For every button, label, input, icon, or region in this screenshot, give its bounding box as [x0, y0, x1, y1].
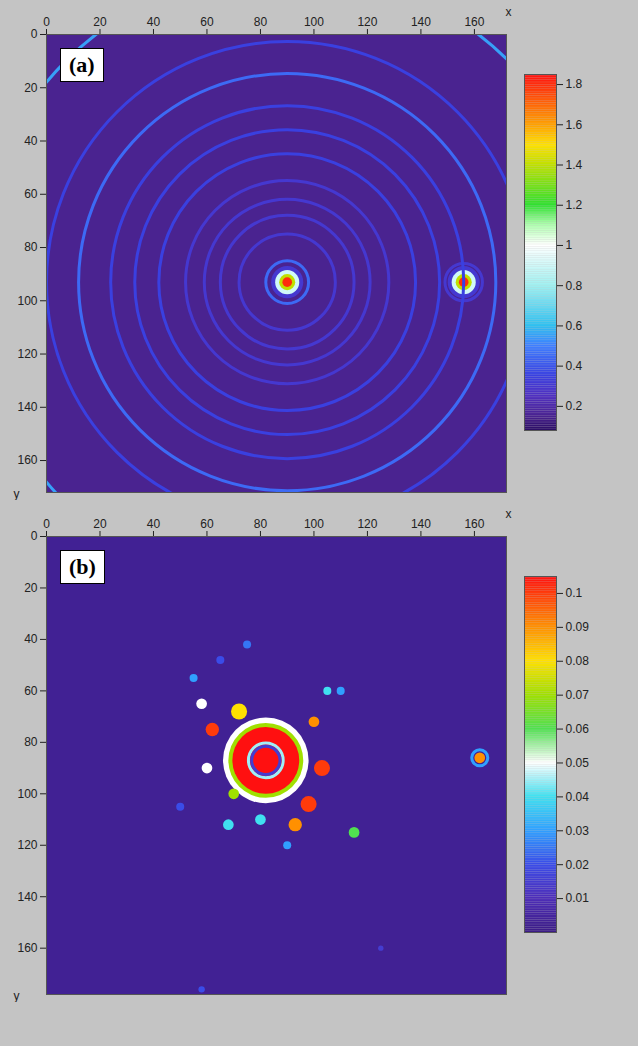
svg-text:120: 120 — [357, 517, 377, 531]
svg-text:100: 100 — [17, 294, 37, 308]
svg-text:40: 40 — [24, 134, 38, 148]
svg-text:120: 120 — [17, 838, 37, 852]
svg-text:40: 40 — [147, 15, 161, 29]
svg-text:160: 160 — [17, 941, 37, 955]
svg-text:40: 40 — [147, 517, 161, 531]
svg-text:0.4: 0.4 — [566, 359, 583, 373]
svg-text:160: 160 — [464, 517, 484, 531]
svg-text:1.4: 1.4 — [566, 158, 583, 172]
html-text:(b): (b) — [69, 554, 96, 579]
svg-text:0.04: 0.04 — [566, 790, 590, 804]
svg-text:80: 80 — [24, 240, 38, 254]
svg-text:y: y — [14, 487, 20, 501]
svg-text:x: x — [506, 507, 512, 521]
svg-text:1.2: 1.2 — [566, 198, 583, 212]
svg-text:0.02: 0.02 — [566, 858, 590, 872]
svg-text:0: 0 — [31, 529, 38, 543]
svg-text:20: 20 — [93, 15, 107, 29]
svg-text:80: 80 — [24, 735, 38, 749]
svg-text:0.09: 0.09 — [566, 620, 590, 634]
svg-text:100: 100 — [304, 15, 324, 29]
svg-text:0: 0 — [31, 27, 38, 41]
svg-text:120: 120 — [17, 347, 37, 361]
svg-text:0.6: 0.6 — [566, 319, 583, 333]
svg-text:0: 0 — [43, 517, 50, 531]
svg-text:60: 60 — [24, 187, 38, 201]
svg-text:1.6: 1.6 — [566, 118, 583, 132]
svg-text:x: x — [506, 5, 512, 19]
svg-text:0.01: 0.01 — [566, 891, 590, 905]
svg-text:20: 20 — [93, 517, 107, 531]
svg-text:40: 40 — [24, 632, 38, 646]
svg-text:80: 80 — [254, 517, 268, 531]
svg-text:140: 140 — [17, 400, 37, 414]
svg-text:120: 120 — [357, 15, 377, 29]
svg-text:140: 140 — [411, 517, 431, 531]
svg-text:140: 140 — [411, 15, 431, 29]
svg-text:80: 80 — [254, 15, 268, 29]
svg-text:0.03: 0.03 — [566, 824, 590, 838]
svg-text:60: 60 — [200, 517, 214, 531]
svg-text:60: 60 — [24, 684, 38, 698]
svg-text:0.08: 0.08 — [566, 654, 590, 668]
html-text:(a): (a) — [69, 52, 95, 77]
svg-text:1: 1 — [566, 238, 573, 252]
svg-text:0.06: 0.06 — [566, 722, 590, 736]
svg-text:0.05: 0.05 — [566, 756, 590, 770]
svg-text:0: 0 — [43, 15, 50, 29]
svg-text:100: 100 — [304, 517, 324, 531]
svg-text:60: 60 — [200, 15, 214, 29]
svg-text:20: 20 — [24, 581, 38, 595]
svg-text:160: 160 — [17, 453, 37, 467]
svg-text:100: 100 — [17, 787, 37, 801]
svg-text:20: 20 — [24, 81, 38, 95]
svg-text:0.1: 0.1 — [566, 586, 583, 600]
svg-text:160: 160 — [464, 15, 484, 29]
svg-text:0.8: 0.8 — [566, 279, 583, 293]
svg-text:0.2: 0.2 — [566, 399, 583, 413]
svg-text:1.8: 1.8 — [566, 77, 583, 91]
svg-text:0.07: 0.07 — [566, 688, 590, 702]
svg-text:140: 140 — [17, 890, 37, 904]
svg-text:y: y — [14, 989, 20, 1003]
